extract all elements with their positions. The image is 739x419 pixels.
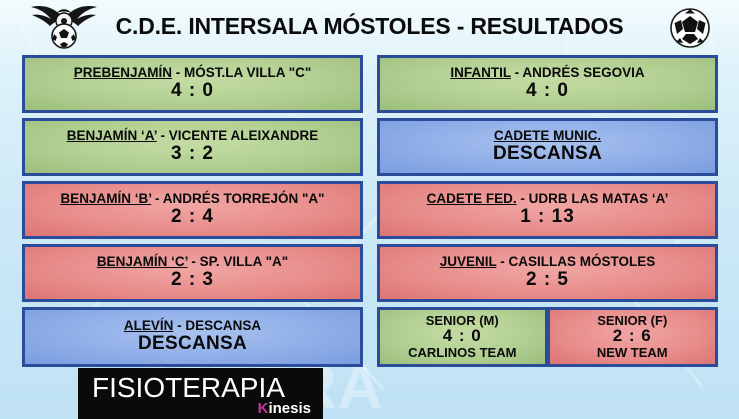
result-category: BENJAMÍN ‘C’ — [96, 253, 188, 269]
result-matchup: INFANTIL - ANDRÉS SEGOVIA — [450, 64, 645, 80]
result-matchup: CADETE FED. - UDRB LAS MATAS ‘A’ — [426, 190, 669, 206]
result-card-cadete-munic[interactable]: CADETE MUNIC. DESCANSA — [377, 118, 718, 176]
result-opponent: NEW TEAM — [596, 345, 668, 361]
result-opponent: CASILLAS MÓSTOLES — [508, 253, 656, 269]
results-row: ALEVÍN - DESCANSA DESCANSA SENIOR (M) 4 … — [22, 307, 718, 367]
results-row: PREBENJAMÍN - MÓST.LA VILLA "C" 4 : 0 IN… — [22, 55, 718, 113]
results-row: BENJAMÍN ‘B’ - ANDRÉS TORREJÓN "A" 2 : 4… — [22, 181, 718, 239]
result-category: CADETE FED. — [426, 190, 517, 206]
result-category: INFANTIL — [450, 64, 511, 80]
result-card-senior-f[interactable]: SENIOR (F) 2 : 6 NEW TEAM — [547, 307, 718, 367]
result-category: BENJAMÍN ‘A’ — [66, 127, 157, 143]
results-grid: PREBENJAMÍN - MÓST.LA VILLA "C" 4 : 0 IN… — [22, 55, 718, 367]
result-score: DESCANSA — [137, 333, 248, 355]
sponsor-accent-letter: K — [257, 400, 269, 417]
result-card-benjamin-b[interactable]: BENJAMÍN ‘B’ - ANDRÉS TORREJÓN "A" 2 : 4 — [22, 181, 363, 239]
result-category: CADETE MUNIC. — [493, 127, 602, 143]
result-separator: - — [177, 317, 182, 333]
result-matchup: JUVENIL - CASILLAS MÓSTOLES — [439, 253, 656, 269]
result-category: SENIOR (M) — [425, 312, 499, 328]
result-category: BENJAMÍN ‘B’ — [60, 190, 152, 206]
result-matchup: BENJAMÍN ‘C’ - SP. VILLA "A" — [96, 253, 289, 269]
sponsor-subname-rest: inesis — [268, 400, 311, 417]
result-score: DESCANSA — [492, 143, 603, 165]
result-score: 2 : 3 — [170, 269, 215, 291]
result-opponent: SP. VILLA "A" — [199, 253, 289, 269]
result-matchup: ALEVÍN - DESCANSA — [123, 317, 262, 333]
result-score: 1 : 13 — [520, 206, 575, 228]
result-score: 4 : 0 — [442, 326, 482, 346]
result-opponent: CARLINOS TEAM — [408, 345, 517, 361]
result-score: 2 : 4 — [170, 206, 215, 228]
result-score: 2 : 6 — [612, 326, 652, 346]
result-score: 3 : 2 — [170, 143, 215, 165]
result-separator: - — [175, 64, 181, 80]
result-opponent: UDRB LAS MATAS ‘A’ — [528, 190, 669, 206]
result-opponent: DESCANSA — [185, 317, 262, 333]
result-category: PREBENJAMÍN — [73, 64, 172, 80]
result-opponent: MÓST.LA VILLA "C" — [184, 64, 312, 80]
result-category: ALEVÍN — [123, 317, 174, 333]
header-bar: C.D.E. INTERSALA MÓSTOLES - RESULTADOS — [0, 0, 739, 52]
result-separator: - — [191, 253, 196, 269]
result-matchup: PREBENJAMÍN - MÓST.LA VILLA "C" — [73, 64, 312, 80]
result-opponent: ANDRÉS TORREJÓN "A" — [162, 190, 325, 206]
result-matchup: BENJAMÍN ‘A’ - VICENTE ALEIXANDRE — [66, 127, 319, 143]
result-opponent: ANDRÉS SEGOVIA — [522, 64, 645, 80]
result-card-benjamin-c[interactable]: BENJAMÍN ‘C’ - SP. VILLA "A" 2 : 3 — [22, 244, 363, 302]
result-separator: - — [514, 64, 520, 80]
sponsor-name: FISIOTERAPIA — [92, 372, 285, 403]
senior-results-pair: SENIOR (M) 4 : 0 CARLINOS TEAM SENIOR (F… — [377, 307, 718, 367]
result-card-prebenjamin[interactable]: PREBENJAMÍN - MÓST.LA VILLA "C" 4 : 0 — [22, 55, 363, 113]
result-opponent: VICENTE ALEIXANDRE — [168, 127, 319, 143]
result-matchup: CADETE MUNIC. — [493, 127, 602, 143]
result-card-juvenil[interactable]: JUVENIL - CASILLAS MÓSTOLES 2 : 5 — [377, 244, 718, 302]
result-separator: - — [160, 127, 166, 143]
result-card-senior-m[interactable]: SENIOR (M) 4 : 0 CARLINOS TEAM — [377, 307, 548, 367]
page-title: C.D.E. INTERSALA MÓSTOLES - RESULTADOS — [115, 12, 624, 39]
result-card-cadete-fed[interactable]: CADETE FED. - UDRB LAS MATAS ‘A’ 1 : 13 — [377, 181, 718, 239]
result-card-benjamin-a[interactable]: BENJAMÍN ‘A’ - VICENTE ALEIXANDRE 3 : 2 — [22, 118, 363, 176]
result-score: 4 : 0 — [170, 80, 215, 102]
soccer-ball-icon — [670, 8, 710, 48]
results-row: BENJAMÍN ‘C’ - SP. VILLA "A" 2 : 3 JUVEN… — [22, 244, 718, 302]
result-category: JUVENIL — [439, 253, 497, 269]
result-separator: - — [500, 253, 505, 269]
sponsor-subname: Kinesis — [258, 400, 311, 417]
sponsor-logo-fisioterapia-kinesis[interactable]: FISIOTERAPIA Kinesis — [78, 368, 323, 419]
result-matchup: BENJAMÍN ‘B’ - ANDRÉS TORREJÓN "A" — [60, 190, 325, 206]
result-separator: - — [154, 190, 160, 206]
result-card-alevin[interactable]: ALEVÍN - DESCANSA DESCANSA — [22, 307, 363, 367]
winged-soccer-ball-crest-icon — [31, 6, 97, 49]
result-category: SENIOR (F) — [597, 312, 668, 328]
results-row: BENJAMÍN ‘A’ - VICENTE ALEIXANDRE 3 : 2 … — [22, 118, 718, 176]
result-score: 2 : 5 — [525, 269, 570, 291]
result-card-infantil[interactable]: INFANTIL - ANDRÉS SEGOVIA 4 : 0 — [377, 55, 718, 113]
result-separator: - — [520, 190, 525, 206]
result-score: 4 : 0 — [525, 80, 570, 102]
